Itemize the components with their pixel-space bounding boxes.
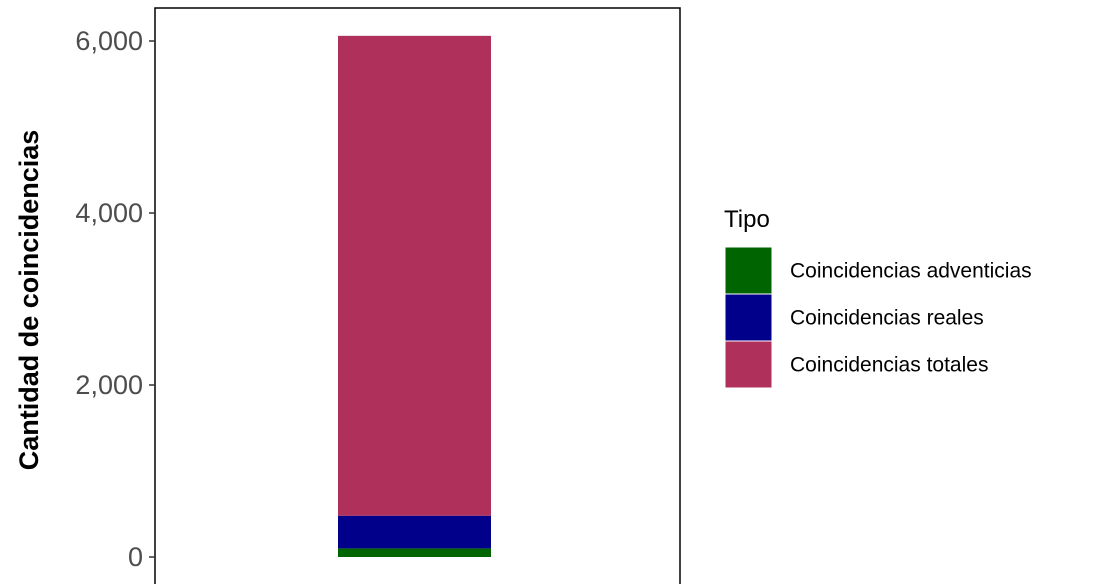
legend-key-2 (724, 293, 773, 342)
legend-label-2: Coincidencias reales (790, 307, 984, 330)
y-tick-label: 6,000 (75, 26, 143, 56)
legend-label-3: Coincidencias totales (790, 354, 988, 377)
bar-segment-3 (338, 35, 491, 516)
bar-segment-1 (338, 548, 491, 557)
legend-key-3 (724, 340, 773, 389)
legend-label-1: Coincidencias adventicias (790, 260, 1032, 283)
bar-segment-2 (338, 515, 491, 549)
legend: Tipo Coincidencias adventicias Coincidenc… (724, 206, 1032, 389)
y-tick-label: 0 (128, 542, 143, 572)
plot-panel (154, 7, 681, 584)
legend-key-1 (724, 246, 773, 295)
y-tick-label: 4,000 (75, 198, 143, 228)
legend-title: Tipo (724, 206, 770, 233)
y-axis: 0 2,000 4,000 6,000 (75, 26, 155, 572)
y-axis-title: Cantidad de coincidencias (14, 130, 44, 471)
bar-stack (338, 35, 491, 557)
y-tick-label: 2,000 (75, 370, 143, 400)
